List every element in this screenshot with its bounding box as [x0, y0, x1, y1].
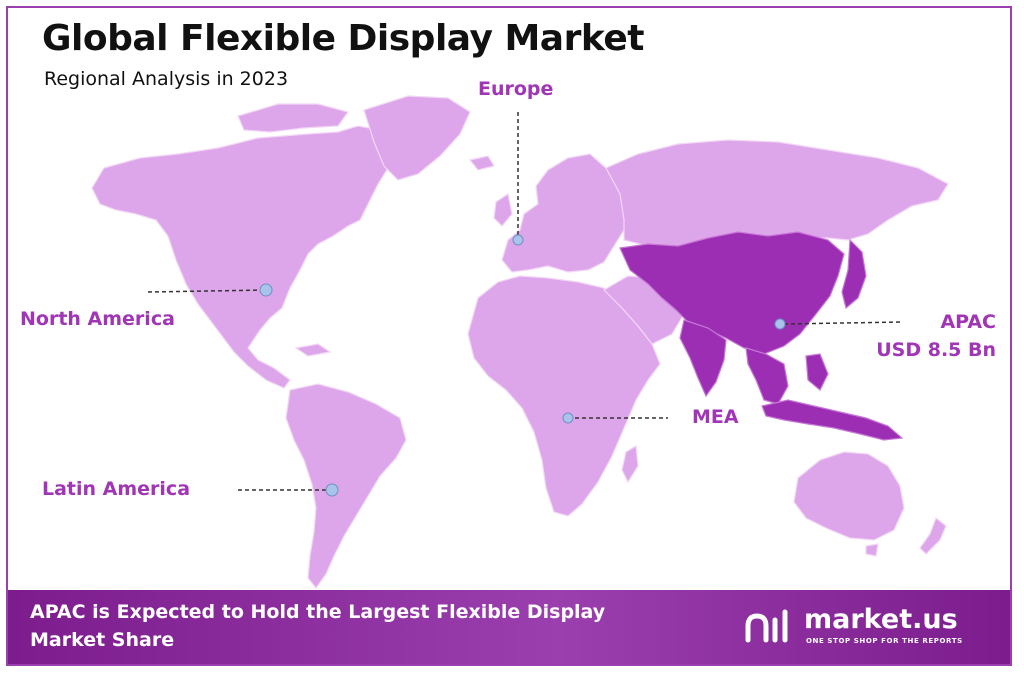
page-title: Global Flexible Display Market [42, 18, 644, 59]
greenland-shape [363, 95, 471, 181]
apac-leader-line [783, 321, 903, 325]
mea-marker [562, 412, 574, 424]
brand-tagline: ONE STOP SHOP FOR THE REPORTS [806, 637, 963, 645]
russia-shape [605, 139, 949, 249]
madagascar-shape [621, 444, 639, 484]
southeast-asia-shape [745, 347, 789, 405]
footer-headline: APAC is Expected to Hold the Largest Fle… [30, 601, 606, 651]
north-america-marker [259, 283, 273, 297]
south-america-shape [285, 383, 407, 589]
footer-banner: APAC is Expected to Hold the Largest Fle… [8, 590, 1010, 664]
indonesia-shape [761, 399, 904, 441]
latin-america-marker [325, 483, 339, 497]
world-map [91, 95, 949, 589]
arctic-islands-shape [237, 103, 349, 133]
europe-label: Europe [478, 78, 554, 100]
mea-label: MEA [692, 406, 739, 428]
europe-marker [512, 234, 524, 246]
uk-shape [493, 193, 513, 227]
apac-label: APAC [940, 311, 996, 333]
iceland-shape [468, 155, 495, 171]
tasmania-shape [865, 543, 879, 557]
brand-logo: market.us ONE STOP SHOP FOR THE REPORTS [744, 604, 984, 650]
north-america-leader-line [147, 289, 267, 293]
australia-shape [793, 451, 905, 541]
africa-shape [467, 275, 661, 517]
apac-marker [774, 318, 786, 330]
philippines-shape [805, 353, 829, 391]
brand-name: market.us [804, 604, 958, 635]
market-us-logo-icon [745, 609, 788, 643]
page-subtitle: Regional Analysis in 2023 [44, 68, 289, 90]
infographic-frame: Global Flexible Display Market Regional … [6, 6, 1012, 666]
latin-america-label: Latin America [42, 478, 191, 500]
north-america-label: North America [20, 308, 175, 330]
new-zealand-shape [919, 517, 947, 555]
india-shape [679, 319, 727, 398]
caribbean-shape [294, 343, 332, 357]
apac-callout: APAC USD 8.5 Bn [876, 308, 996, 364]
north-america-shape [91, 125, 401, 389]
japan-shape [841, 238, 867, 310]
apac-value: USD 8.5 Bn [876, 339, 996, 361]
